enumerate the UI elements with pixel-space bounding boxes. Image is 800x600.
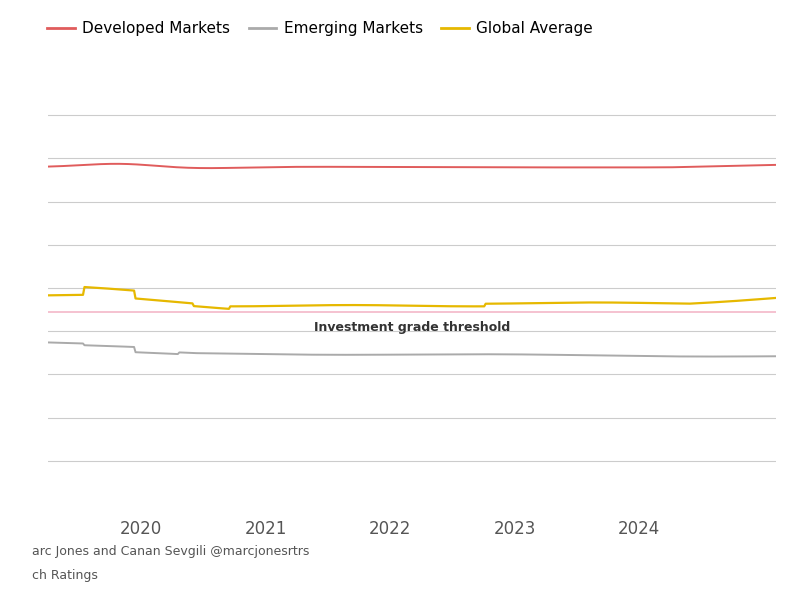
Text: ch Ratings: ch Ratings xyxy=(32,569,98,582)
Text: Investment grade threshold: Investment grade threshold xyxy=(314,321,510,334)
Text: arc Jones and Canan Sevgili @marcjonesrtrs: arc Jones and Canan Sevgili @marcjonesrt… xyxy=(32,545,310,558)
Legend: Developed Markets, Emerging Markets, Global Average: Developed Markets, Emerging Markets, Glo… xyxy=(41,15,599,42)
